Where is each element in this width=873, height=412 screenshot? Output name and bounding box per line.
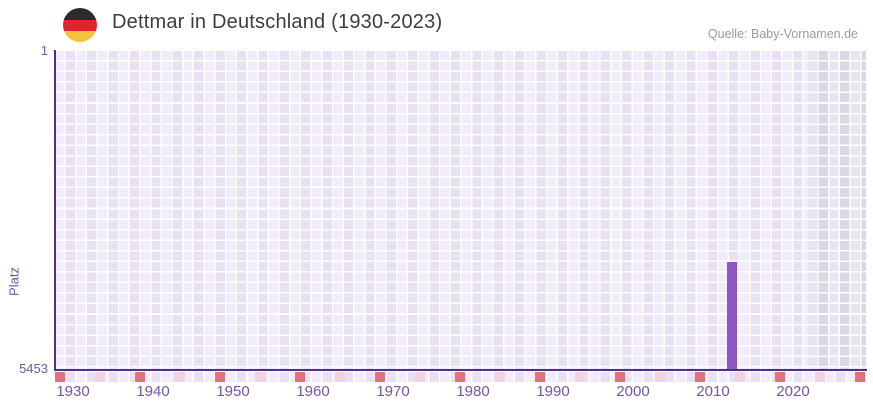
half-decade-tick-marker (255, 372, 265, 382)
decade-tick-marker (135, 372, 145, 382)
page-title: Dettmar in Deutschland (1930-2023) (112, 11, 442, 34)
half-decade-tick-marker (95, 372, 105, 382)
half-decade-tick-marker (655, 372, 665, 382)
x-tick-label: 1930 (43, 383, 103, 400)
half-decade-tick-marker (495, 372, 505, 382)
end-tick-marker (855, 372, 865, 382)
rank-bar[interactable] (727, 262, 737, 370)
x-tick-label: 1940 (123, 383, 183, 400)
decade-tick-marker (295, 372, 305, 382)
recent-years-shading (808, 51, 866, 370)
half-decade-tick-marker (415, 372, 425, 382)
source-credit: Quelle: Baby-Vornamen.de (708, 27, 858, 41)
flag-stripe-black (63, 8, 97, 20)
half-decade-tick-marker (735, 372, 745, 382)
x-axis-labels: 1930194019501960197019801990200020102020 (55, 383, 866, 403)
x-tick-label: 1960 (283, 383, 343, 400)
half-decade-tick-marker (175, 372, 185, 382)
y-axis-line (54, 50, 56, 371)
decade-tick-marker (375, 372, 385, 382)
x-tick-label: 1980 (443, 383, 503, 400)
x-axis-line (54, 369, 867, 371)
half-decade-tick-marker (335, 372, 345, 382)
x-tick-marker-row (55, 372, 866, 382)
decade-tick-marker (215, 372, 225, 382)
decade-tick-marker (455, 372, 465, 382)
flag-stripe-red (63, 20, 97, 31)
decade-tick-marker (695, 372, 705, 382)
half-decade-tick-marker (815, 372, 825, 382)
decade-tick-marker (55, 372, 65, 382)
german-flag-icon (63, 8, 97, 42)
decade-tick-marker (775, 372, 785, 382)
x-tick-label: 1970 (363, 383, 423, 400)
x-tick-label: 2000 (603, 383, 663, 400)
half-decade-tick-marker (575, 372, 585, 382)
x-tick-label: 1950 (203, 383, 263, 400)
y-axis-title: Platz (7, 250, 22, 314)
decade-tick-marker (615, 372, 625, 382)
y-tick-bottom: 5453 (8, 361, 48, 376)
x-tick-label: 1990 (523, 383, 583, 400)
plot-area (55, 51, 866, 370)
decade-tick-marker (535, 372, 545, 382)
x-tick-label: 2010 (683, 383, 743, 400)
chart-card: Dettmar in Deutschland (1930-2023) Quell… (0, 0, 873, 412)
flag-stripe-gold (63, 31, 97, 42)
x-tick-label: 2020 (763, 383, 823, 400)
y-tick-top: 1 (8, 43, 48, 58)
